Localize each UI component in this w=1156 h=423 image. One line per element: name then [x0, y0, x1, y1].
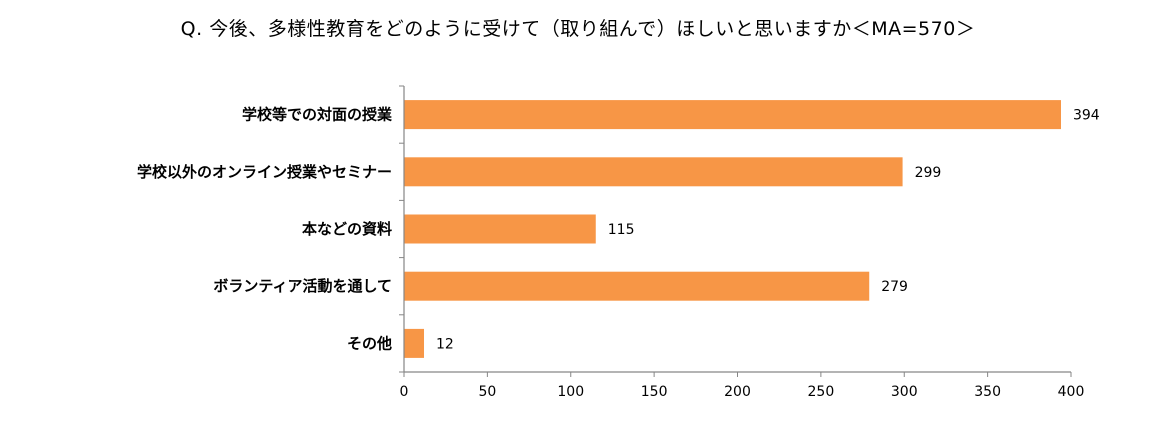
bar-3: [404, 271, 870, 301]
category-label-2: 本などの資料: [302, 220, 392, 238]
bars: [404, 100, 1061, 358]
category-label-4: その他: [347, 334, 392, 352]
x-axis-ticks: 0 50 100 150 200 250 300 350 400: [400, 372, 1085, 400]
value-labels: 394 299 115 279 12: [436, 108, 1100, 353]
x-tick-label-8: 400: [1058, 384, 1085, 400]
x-tick-label-3: 150: [641, 384, 668, 400]
category-labels: 学校等での対面の授業学校以外のオンライン授業やセミナー本などの資料ボランティア活…: [137, 106, 393, 353]
bar-2: [404, 214, 596, 244]
x-tick-label-1: 50: [478, 384, 496, 400]
x-tick-label-5: 250: [808, 384, 835, 400]
value-label-3: 279: [881, 279, 908, 295]
value-label-4: 12: [436, 336, 454, 352]
bar-1: [404, 157, 903, 187]
x-tick-label-6: 300: [891, 384, 918, 400]
value-label-2: 115: [608, 222, 635, 238]
chart-title: Q. 今後、多様性教育をどのように受けて（取り組んで）ほしいと思いますか＜MA=…: [180, 18, 976, 40]
category-label-1: 学校以外のオンライン授業やセミナー: [137, 163, 392, 181]
x-tick-label-4: 200: [724, 384, 751, 400]
x-tick-label-2: 100: [557, 384, 584, 400]
value-label-0: 394: [1073, 108, 1100, 124]
value-label-1: 299: [915, 165, 942, 181]
bar-0: [404, 100, 1061, 130]
x-tick-label-0: 0: [400, 384, 409, 400]
bar-4: [404, 328, 425, 358]
category-label-0: 学校等での対面の授業: [242, 106, 393, 124]
category-label-3: ボランティア活動を通して: [213, 277, 392, 295]
x-tick-label-7: 350: [974, 384, 1001, 400]
